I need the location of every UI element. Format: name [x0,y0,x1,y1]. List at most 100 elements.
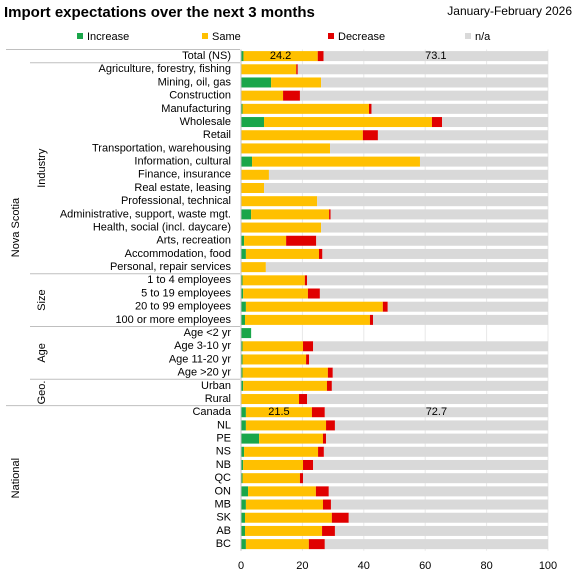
category-label: Mining, oil, gas [158,76,232,88]
category-label: Urban [201,380,231,392]
x-tick-label: 100 [539,560,557,572]
legend-label: Decrease [338,31,385,43]
bar-segment [311,407,325,418]
bar-segment [318,248,323,259]
bar-segment [242,473,300,484]
bar-segment [329,209,331,220]
bar-segment [382,301,388,312]
bar-segment [331,512,349,523]
bar-segment [317,51,324,62]
bar-segment [431,117,443,128]
category-label: Agriculture, forestry, fishing [99,63,231,75]
bar-segment [297,64,548,75]
bar-segment [264,117,432,128]
bar-segment [322,248,548,259]
bar-segment [241,473,243,484]
bar-segment [241,433,260,444]
bar-segment [241,512,245,523]
legend-label: n/a [475,31,491,43]
bar-segment [271,77,322,88]
data-label: 73.1 [425,50,446,62]
bar-segment [248,486,316,497]
category-label: Manufacturing [161,103,231,115]
bar-segment [241,143,331,154]
category-label: Health, social (incl. daycare) [93,221,231,233]
bar-segment [324,539,548,550]
category-label: NB [216,459,231,471]
bar-segment [299,473,304,484]
bar-segment [327,367,333,378]
bar-segment [245,499,323,510]
bar-segment [324,407,548,418]
bar-segment [303,341,314,352]
category-label: 1 to 4 employees [147,274,231,286]
bar-segment [387,301,548,312]
bar-segment [242,275,305,286]
bar-segment [323,446,548,457]
bar-segment [241,525,245,536]
bar-segment [316,235,548,246]
bar-segment [244,235,287,246]
bar-segment [241,77,272,88]
category-label: 20 to 99 employees [135,301,232,313]
bar-segment [296,64,298,75]
category-label: Arts, recreation [156,235,231,247]
bar-segment [299,90,548,101]
bar-segment [265,262,548,273]
bar-segment [326,433,548,444]
category-label: Age >20 yr [177,367,231,379]
data-label: 24.2 [270,50,291,62]
bar-segment [243,288,308,299]
bar-segment [241,235,245,246]
bar-segment [245,420,327,431]
x-tick-label: 0 [238,560,244,572]
category-label: Transportation, warehousing [92,142,231,154]
bar-segment [241,446,245,457]
bar-segment [241,64,297,75]
bar-segment [362,130,378,141]
bar-segment [321,77,548,88]
bar-segment [322,433,327,444]
bar-segment [259,433,323,444]
bar-segment [268,169,548,180]
bar-segment [332,367,548,378]
category-label: MB [215,498,232,510]
legend-swatch [202,33,208,39]
bar-segment [241,288,244,299]
bar-segment [318,446,324,457]
legend-swatch [465,33,471,39]
bar-segment [241,117,265,128]
category-label: SK [216,512,231,524]
bar-segment [242,103,370,114]
bar-segment [241,275,243,286]
group-label: Nova Scotia [10,197,22,257]
category-label: Age 11-20 yr [169,353,232,365]
bar-segment [321,222,548,233]
bar-segment [309,354,548,365]
bar-segment [304,275,308,286]
bar-segment [243,380,327,391]
bar-segment [243,459,304,470]
bar-segment [241,196,318,207]
bar-segment [245,248,319,259]
data-label: 21.5 [268,406,289,418]
bar-segment [241,301,246,312]
bar-segment [323,51,548,62]
legend-swatch [328,33,334,39]
bar-segment [286,235,317,246]
bar-segment [245,301,383,312]
group-label: National [10,458,22,498]
bar-segment [326,420,335,431]
bar-segment [348,512,548,523]
bar-segment [241,130,363,141]
data-label: 72.7 [426,406,447,418]
bar-segment [241,314,245,325]
bar-segment [307,288,320,299]
bar-segment [241,90,284,101]
subgroup-label: Industry [36,148,48,188]
bar-segment [241,262,266,273]
bar-segment [322,499,331,510]
bar-segment [442,117,548,128]
bar-segment [326,380,332,391]
category-label: Personal, repair services [110,261,232,273]
